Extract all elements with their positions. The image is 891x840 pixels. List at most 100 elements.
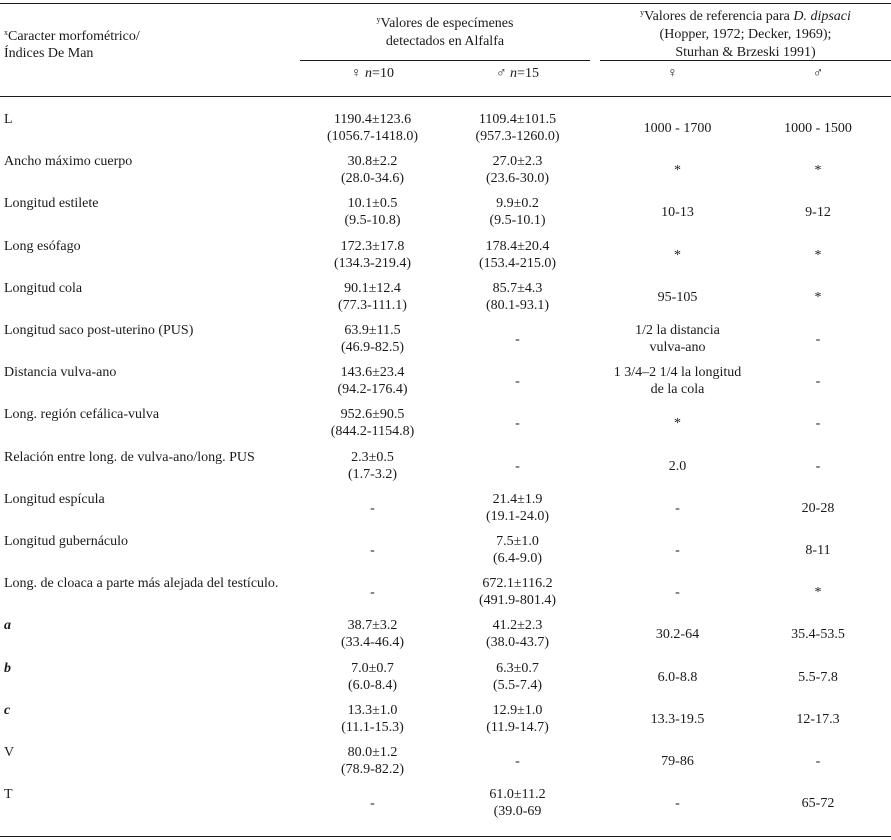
female-specimen-cell-line1: 143.6±23.4 — [340, 365, 405, 380]
row-label: Distancia vulva-ano — [4, 365, 117, 380]
female-specimen-cell: - — [300, 795, 445, 812]
male-specimen-cell-line2: (11.9-14.7) — [486, 720, 549, 735]
female-reference-cell: 1 3/4–2 1/4 la longitud de la cola — [600, 364, 755, 398]
female-reference-cell: - — [600, 500, 755, 517]
male-specimen-cell: 9.9±0.2 (9.5-10.1) — [445, 195, 590, 229]
female-specimen-cell-line1: 90.1±12.4 — [344, 281, 401, 296]
female-specimen-cell-line2: (844.2-1154.8) — [330, 424, 415, 439]
male-symbol-icon: ♂ — [496, 66, 507, 81]
female-specimen-cell-line1: 10.1±0.5 — [347, 196, 398, 211]
female-specimen-cell-line1: 172.3±17.8 — [340, 239, 405, 254]
male-specimen-cell-line1: 178.4±20.4 — [485, 239, 550, 254]
male-specimen-cell-line1: 9.9±0.2 — [496, 196, 539, 211]
header-ref-line3: Sturhan & Brzeski 1991) — [675, 45, 816, 60]
subheader-female-specimens: ♀ n=10 — [300, 66, 445, 82]
female-reference-cell-line1: * — [674, 416, 681, 431]
female-specimen-cell: 7.0±0.7 (6.0-8.4) — [300, 660, 445, 694]
row-label: Longitud gubernáculo — [4, 534, 129, 549]
female-reference-cell-line1: - — [675, 796, 680, 811]
female-specimen-cell-line1: - — [370, 796, 375, 811]
female-reference-cell: 13.3-19.5 — [600, 711, 755, 728]
row-label: Longitud cola — [4, 281, 83, 296]
female-reference-cell: 30.2-64 — [600, 626, 755, 643]
female-reference-cell: * — [600, 247, 755, 264]
male-reference-cell: * — [814, 248, 822, 263]
n-label: n — [365, 66, 373, 81]
male-reference-cell: 8-11 — [805, 543, 831, 558]
female-reference-cell-line1: - — [675, 585, 680, 600]
female-specimen-cell: 172.3±17.8 (134.3-219.4) — [300, 238, 445, 272]
male-specimen-cell-line1: 672.1±116.2 — [482, 576, 553, 591]
row-label: a — [4, 618, 11, 633]
male-specimen-cell: 41.2±2.3 (38.0-43.7) — [445, 617, 590, 651]
male-specimen-cell: 7.5±1.0 (6.4-9.0) — [445, 533, 590, 567]
female-specimen-cell-line1: 2.3±0.5 — [351, 450, 394, 465]
n-value: =10 — [372, 66, 394, 81]
male-specimen-cell: - — [445, 331, 590, 348]
female-reference-cell: - — [600, 584, 755, 601]
male-reference-cell: 1000 - 1500 — [784, 121, 852, 136]
male-specimen-cell-line1: 21.4±1.9 — [492, 492, 543, 507]
female-reference-cell: 1/2 la distancia vulva-ano — [600, 322, 755, 356]
female-specimen-cell: 90.1±12.4 (77.3-111.1) — [300, 280, 445, 314]
row-label: Ancho máximo cuerpo — [4, 154, 133, 169]
male-specimen-cell-line1: 7.5±1.0 — [496, 534, 539, 549]
male-specimen-cell: 85.7±4.3 (80.1-93.1) — [445, 280, 590, 314]
subheader-female-reference: ♀ — [600, 66, 745, 82]
table-bottom-rule — [0, 836, 891, 838]
female-reference-cell-line1: 13.3-19.5 — [650, 712, 705, 727]
row-label: L — [4, 112, 13, 127]
male-specimen-cell: 6.3±0.7 (5.5-7.4) — [445, 660, 590, 694]
female-reference-cell-line1: 1/2 la distancia — [635, 323, 720, 338]
female-reference-cell: 79-86 — [600, 753, 755, 770]
male-specimen-cell-line2: (9.5-10.1) — [489, 213, 546, 228]
male-specimen-cell-line1: 6.3±0.7 — [496, 661, 539, 676]
male-specimen-cell-line1: - — [515, 459, 520, 474]
male-reference-cell: - — [815, 374, 821, 389]
row-label: c — [4, 703, 11, 718]
row-label: Longitud saco post-uterino (PUS) — [4, 323, 194, 338]
male-reference-cell: - — [815, 459, 821, 474]
male-specimen-cell-line2: (153.4-215.0) — [479, 256, 556, 271]
male-specimen-cell-line2: (39.0-69 — [493, 804, 542, 819]
female-specimen-cell-line1: 1190.4±123.6 — [333, 112, 412, 127]
header-ref-line1: Valores de referencia para — [644, 9, 794, 24]
male-specimen-cell-line1: - — [515, 754, 520, 769]
row-label: Relación entre long. de vulva-ano/long. … — [4, 450, 255, 465]
header-ref-superscript: y — [640, 8, 645, 17]
female-reference-cell-line1: 1000 - 1700 — [643, 121, 712, 136]
female-reference-cell: - — [600, 795, 755, 812]
header-characteristic: xCaracter morfométrico/ Índices De Man — [4, 24, 140, 62]
male-reference-cell: - — [815, 332, 821, 347]
male-specimen-cell-line1: 61.0±11.2 — [489, 787, 546, 802]
female-reference-cell-line1: 6.0-8.8 — [657, 670, 698, 685]
female-specimen-cell: - — [300, 500, 445, 517]
header-char-superscript: x — [4, 28, 8, 37]
male-reference-cell: 12-17.3 — [796, 712, 840, 727]
row-label: T — [4, 787, 13, 802]
male-reference-cell: - — [815, 754, 821, 769]
female-specimen-cell-line1: 80.0±1.2 — [347, 745, 398, 760]
male-specimen-cell-line2: (38.0-43.7) — [486, 635, 549, 650]
male-specimen-cell: 672.1±116.2 (491.9-801.4) — [445, 575, 590, 609]
female-reference-cell-line1: 95-105 — [657, 290, 698, 305]
female-specimen-cell-line1: - — [370, 501, 375, 516]
male-reference-cell: * — [814, 163, 822, 178]
male-reference-cell: 35.4-53.5 — [791, 627, 845, 642]
female-specimen-cell: 2.3±0.5 (1.7-3.2) — [300, 449, 445, 483]
female-specimen-cell-line1: - — [370, 585, 375, 600]
female-reference-cell: 6.0-8.8 — [600, 669, 755, 686]
female-symbol-icon: ♀ — [667, 66, 678, 81]
male-specimen-cell: 12.9±1.0 (11.9-14.7) — [445, 702, 590, 736]
female-reference-cell: * — [600, 162, 755, 179]
male-specimen-cell-line2: (491.9-801.4) — [479, 593, 556, 608]
female-specimen-cell-line2: (33.4-46.4) — [341, 635, 404, 650]
female-specimen-cell-line1: 13.3±1.0 — [347, 703, 398, 718]
male-specimen-cell: - — [445, 415, 590, 432]
header-reference: yValores de referencia para D. dipsaci (… — [600, 4, 891, 62]
male-specimen-cell-line1: - — [515, 374, 520, 389]
female-specimen-cell-line2: (9.5-10.8) — [344, 213, 401, 228]
row-label: Long. de cloaca a parte más alejada del … — [4, 576, 279, 591]
male-specimen-cell-line1: 85.7±4.3 — [492, 281, 543, 296]
female-specimen-cell-line1: 952.6±90.5 — [340, 407, 405, 422]
